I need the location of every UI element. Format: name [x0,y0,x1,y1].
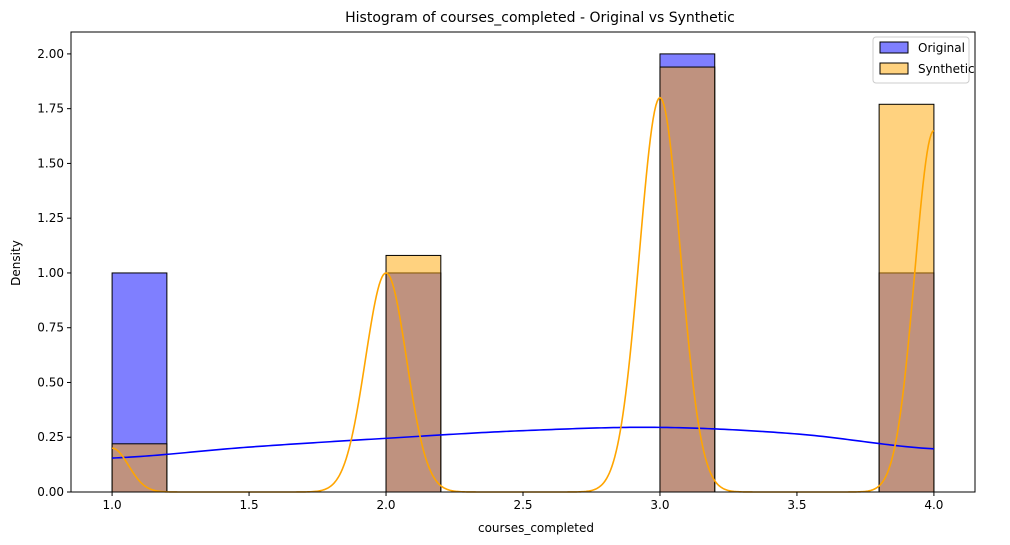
x-tick-label-5: 3.5 [787,498,806,512]
x-tick-label-0: 1.0 [103,498,122,512]
y-tick-label-0: 0.00 [37,485,64,499]
chart-title: Histogram of courses_completed - Origina… [345,10,735,26]
legend-swatch-original [879,41,909,54]
x-tick-label-6: 4.0 [924,498,943,512]
bar-synthetic-0 [111,443,168,493]
y-tick-label-8: 2.00 [37,47,64,61]
kde-line-original [112,426,934,459]
x-tick-label-2: 2.0 [376,498,395,512]
y-tick-label-6: 1.50 [37,156,64,170]
y-tick-label-2: 0.50 [37,375,64,389]
y-tick-label-5: 1.25 [37,211,64,225]
y-tick-label-7: 1.75 [37,102,64,116]
legend-label-synthetic: Synthetic [918,62,975,76]
x-tick-label-3: 2.5 [513,498,532,512]
x-tick-label-1: 1.5 [240,498,259,512]
y-tick-label-4: 1.00 [37,266,64,280]
y-axis-label: Density [9,240,23,286]
y-tick-label-1: 0.25 [37,430,64,444]
legend: Original Synthetic [872,36,975,84]
plot-area: 1.0 1.5 2.0 2.5 3.0 3.5 4.0 0.00 0.25 0.50 0.75 1.0… [37,31,976,512]
legend-label-original: Original [918,41,965,55]
x-tick-label-4: 3.0 [650,498,669,512]
x-axis-label: courses_completed [478,521,594,535]
y-tick-label-3: 0.75 [37,321,64,335]
legend-swatch-synthetic [879,62,909,75]
